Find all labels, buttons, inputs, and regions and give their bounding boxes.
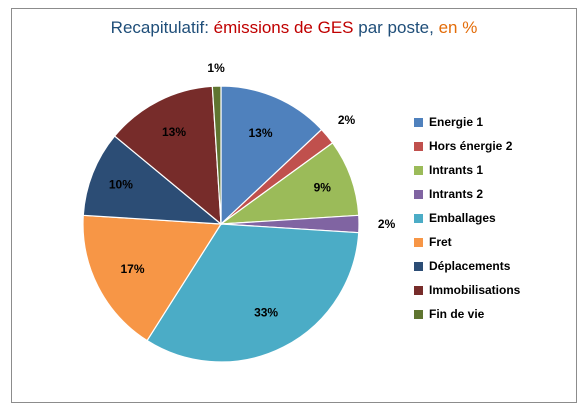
pie-slice-9 xyxy=(211,85,222,225)
legend-swatch xyxy=(414,165,423,175)
pie-slice-6 xyxy=(82,214,223,342)
title-part-2: émissions de GES xyxy=(213,18,354,37)
slice-label-2: 2% xyxy=(338,113,356,127)
legend-swatch xyxy=(414,261,423,271)
legend-item: Déplacements xyxy=(414,254,520,278)
legend-item: Emballages xyxy=(414,206,520,230)
slice-label-1: 13% xyxy=(248,126,272,140)
legend-label: Immobilisations xyxy=(429,283,521,297)
slice-label-8: 13% xyxy=(162,125,186,139)
title-part-1: Recapitulatif: xyxy=(110,18,214,37)
legend-item: Intrants 1 xyxy=(414,158,520,182)
legend-label: Intrants 2 xyxy=(429,187,484,201)
legend-item: Fret xyxy=(414,230,520,254)
slice-label-5: 33% xyxy=(254,306,278,320)
legend-label: Hors énergie 2 xyxy=(429,139,513,153)
slice-label-4: 2% xyxy=(378,217,396,231)
legend-item: Fin de vie xyxy=(414,302,520,326)
legend-label: Energie 1 xyxy=(429,115,484,129)
legend-label: Fin de vie xyxy=(429,307,485,321)
legend-item: Hors énergie 2 xyxy=(414,134,520,158)
legend: Energie 1 Hors énergie 2 Intrants 1 Intrant… xyxy=(414,110,520,326)
legend-item: Immobilisations xyxy=(414,278,520,302)
legend-swatch xyxy=(414,285,423,295)
legend-swatch xyxy=(414,309,423,319)
title-part-3: par poste, xyxy=(353,18,439,37)
legend-label: Fret xyxy=(429,235,452,249)
legend-label: Intrants 1 xyxy=(429,163,484,177)
pie-slice-5 xyxy=(146,223,360,363)
chart-title: Recapitulatif: émissions de GES par post… xyxy=(0,18,588,38)
legend-swatch xyxy=(414,141,423,151)
pie-slice-7 xyxy=(82,135,223,225)
legend-swatch xyxy=(414,213,423,223)
legend-item: Energie 1 xyxy=(414,110,520,134)
legend-label: Déplacements xyxy=(429,259,511,273)
legend-swatch xyxy=(414,189,423,199)
title-part-4: en % xyxy=(438,18,478,37)
slice-label-6: 17% xyxy=(120,262,144,276)
pie-slice-8 xyxy=(113,85,222,226)
pie-slice-1 xyxy=(220,85,323,226)
legend-swatch xyxy=(414,237,423,247)
slice-label-3: 9% xyxy=(314,181,332,195)
slice-label-7: 10% xyxy=(109,177,133,191)
legend-label: Emballages xyxy=(429,211,496,225)
legend-swatch xyxy=(414,117,423,127)
legend-item: Intrants 2 xyxy=(414,182,520,206)
slice-label-9: 1% xyxy=(207,61,225,75)
